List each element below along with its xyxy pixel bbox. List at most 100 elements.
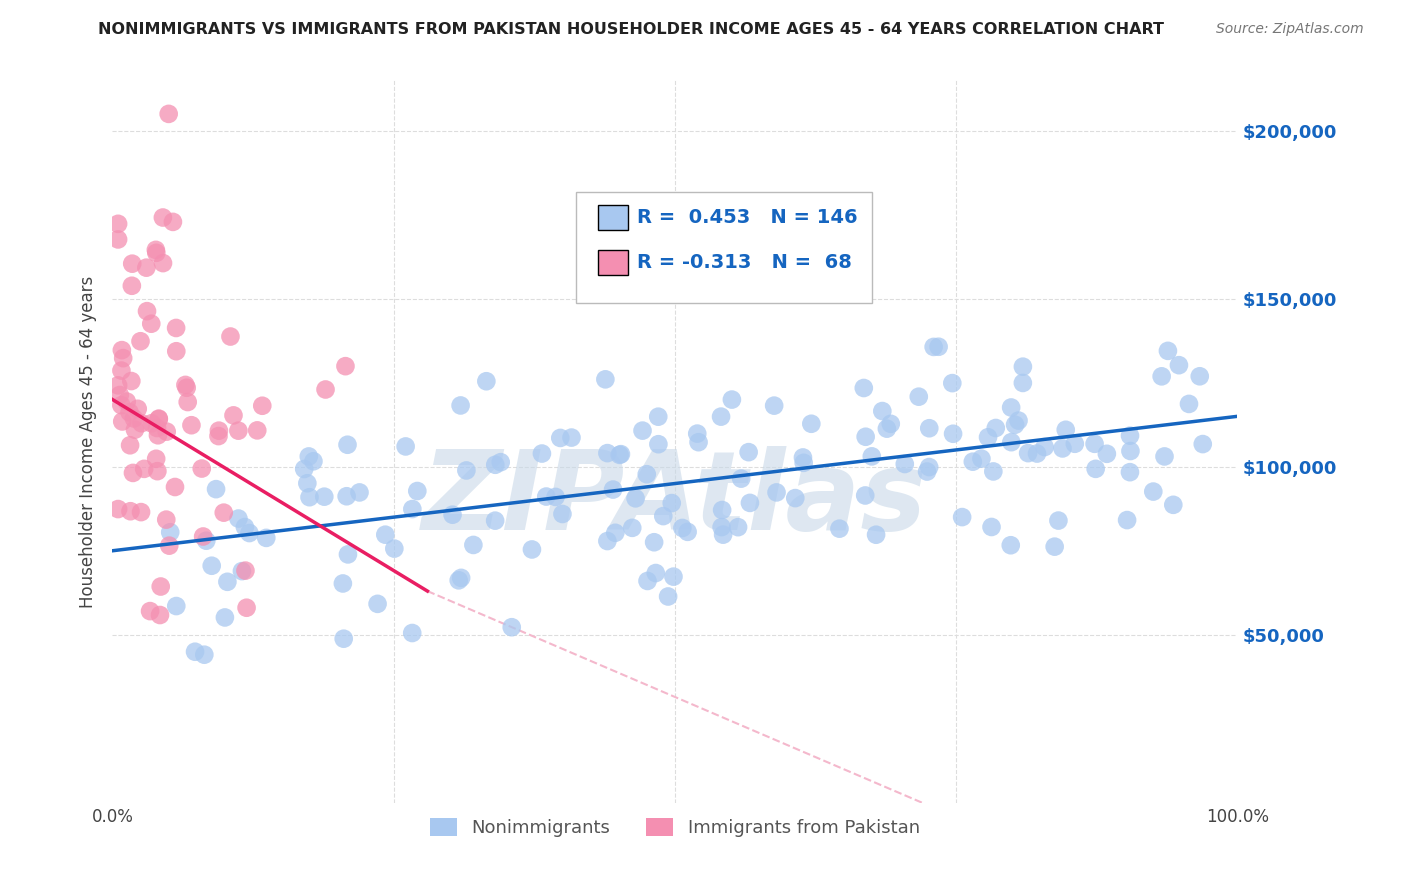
Point [1157,343,1180,358]
Point [111,343,134,358]
Point [159,525,181,540]
Point [1116,513,1139,527]
Point [1095,447,1118,461]
Point [456,463,478,477]
Point [977,430,1000,444]
Point [146,464,169,478]
Point [156,425,179,439]
Point [120,374,142,388]
Point [450,571,472,585]
Point [765,485,787,500]
Point [463,538,485,552]
Point [121,278,143,293]
Point [907,390,929,404]
Point [595,372,617,386]
Point [1063,437,1085,451]
Point [1084,462,1107,476]
Point [174,378,197,392]
Point [981,465,1004,479]
Point [208,424,231,438]
Point [730,472,752,486]
Point [212,506,235,520]
Point [136,304,159,318]
Point [120,438,142,452]
Point [737,445,759,459]
Point [894,457,917,471]
Point [184,645,207,659]
Point [727,520,749,534]
Point [1054,423,1077,437]
Point [489,455,512,469]
Point [915,465,938,479]
Point [121,257,143,271]
Point [382,541,405,556]
Point [880,417,903,431]
Point [637,574,659,588]
Point [1047,514,1070,528]
Point [855,430,877,444]
Point [631,424,654,438]
Point [1004,417,1026,432]
Point [124,423,146,437]
Point [671,521,693,535]
Point [1178,397,1201,411]
Point [367,597,389,611]
Point [129,505,152,519]
Point [349,485,371,500]
Point [605,525,627,540]
Point [401,502,423,516]
Point [122,466,145,480]
Point [484,458,506,472]
Point [228,511,250,525]
Text: R = -0.313   N =  68: R = -0.313 N = 68 [637,252,852,272]
Point [1000,435,1022,450]
Point [127,401,149,416]
Point [395,439,418,453]
Point [115,394,138,409]
Point [596,446,619,460]
Point [177,395,200,409]
Point [828,522,851,536]
Point [336,548,359,562]
Point [149,580,172,594]
Point [112,351,135,366]
Point [336,489,359,503]
Point [176,381,198,395]
Point [163,480,186,494]
Point [602,483,624,497]
Point [536,490,558,504]
Point [643,535,665,549]
Point [1000,538,1022,552]
Point [217,574,239,589]
Point [865,527,887,541]
Point [1052,442,1074,456]
Point [922,340,945,354]
Point [131,416,153,430]
Point [1119,465,1142,479]
Point [484,514,506,528]
Point [980,520,1002,534]
Point [447,574,470,588]
Point [145,245,167,260]
Point [118,405,141,419]
Text: R =  0.453   N = 146: R = 0.453 N = 146 [637,208,858,227]
Point [332,576,354,591]
Point [162,215,184,229]
Point [918,460,941,475]
Point [190,461,212,475]
Point [738,496,761,510]
Point [332,632,354,646]
Point [1033,440,1056,454]
Point [853,488,876,502]
Point [928,340,950,354]
Point [763,399,786,413]
Point [962,455,984,469]
Point [195,533,218,548]
Point [297,476,319,491]
Point [228,424,250,438]
Point [1084,437,1107,451]
Point [374,527,396,541]
Point [876,422,898,436]
Point [149,607,172,622]
Point [636,467,658,482]
